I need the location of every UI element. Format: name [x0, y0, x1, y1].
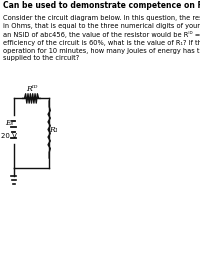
Text: Can be used to demonstrate competence on RLOs 3.2, 4.3 and 4.4: Can be used to demonstrate competence on… [3, 1, 200, 10]
Text: Consider the circuit diagram below. In this question, the resistor Rᴵᴰ has a val: Consider the circuit diagram below. In t… [3, 14, 200, 61]
Text: Rᴵᴰ: Rᴵᴰ [26, 85, 37, 92]
Text: Eₛ: Eₛ [5, 119, 13, 127]
Text: R₁: R₁ [50, 126, 58, 133]
Text: 20 V: 20 V [1, 133, 17, 139]
